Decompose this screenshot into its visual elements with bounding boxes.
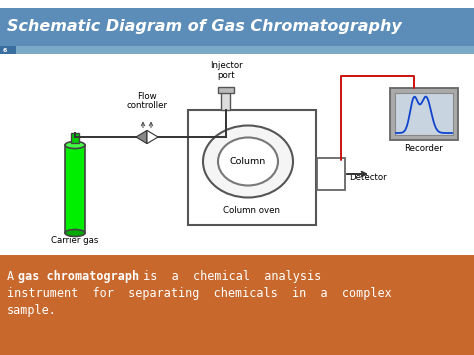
Text: 6: 6 xyxy=(3,48,8,53)
Text: Column oven: Column oven xyxy=(224,206,281,215)
Bar xyxy=(221,88,230,110)
Bar xyxy=(71,133,79,143)
Ellipse shape xyxy=(203,126,293,197)
Polygon shape xyxy=(147,130,158,144)
Ellipse shape xyxy=(218,137,278,186)
Text: gas chromatograph: gas chromatograph xyxy=(18,270,139,283)
Text: Recorder: Recorder xyxy=(405,144,443,153)
Bar xyxy=(0,46,16,54)
Text: Injector
port: Injector port xyxy=(210,61,242,80)
Ellipse shape xyxy=(65,229,85,236)
Text: A: A xyxy=(7,270,21,283)
Bar xyxy=(188,110,316,225)
Text: Carrier gas: Carrier gas xyxy=(51,236,99,245)
Bar xyxy=(390,88,458,140)
Polygon shape xyxy=(136,130,147,144)
Text: is  a  chemical  analysis: is a chemical analysis xyxy=(136,270,321,283)
Text: instrument  for  separating  chemicals  in  a  complex: instrument for separating chemicals in a… xyxy=(7,287,392,300)
Text: Detector: Detector xyxy=(349,173,387,181)
Ellipse shape xyxy=(65,142,85,148)
Bar xyxy=(0,46,474,54)
Bar xyxy=(218,87,234,93)
Text: sample.: sample. xyxy=(7,304,57,317)
Bar xyxy=(395,93,453,135)
Bar xyxy=(0,255,474,355)
Text: Flow
controller: Flow controller xyxy=(127,92,167,110)
Bar xyxy=(0,8,474,46)
Text: Column: Column xyxy=(230,157,266,166)
Bar xyxy=(65,145,85,233)
Text: Schematic Diagram of Gas Chromatography: Schematic Diagram of Gas Chromatography xyxy=(7,20,402,34)
Bar xyxy=(317,158,345,190)
